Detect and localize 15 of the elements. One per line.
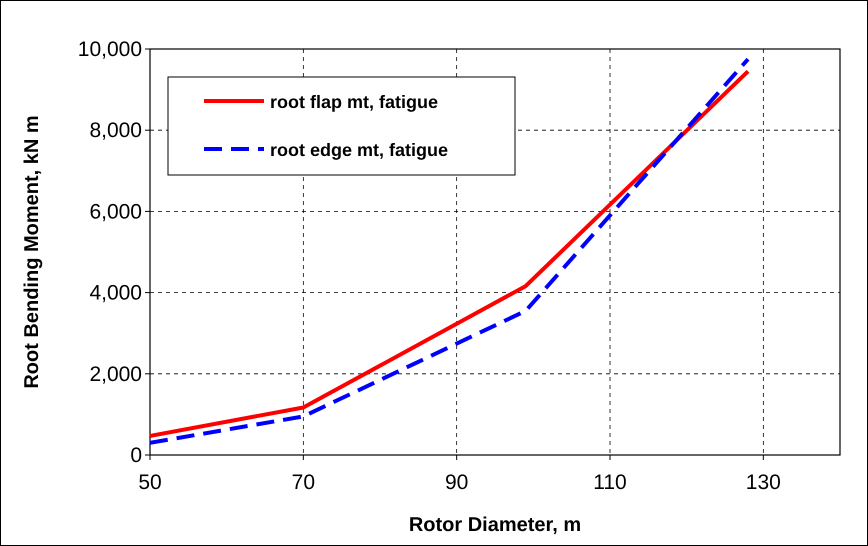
x-tick-label: 90 xyxy=(444,471,468,494)
y-tick-label: 6,000 xyxy=(89,200,142,224)
x-tick-label: 130 xyxy=(746,471,781,494)
x-tick-label: 50 xyxy=(138,471,162,494)
y-tick-label: 2,000 xyxy=(89,362,142,386)
y-tick-label: 10,000 xyxy=(78,38,142,61)
y-axis-title: Root Bending Moment, kN m xyxy=(21,115,43,389)
y-tick-label: 8,000 xyxy=(89,119,142,142)
y-tick-label: 0 xyxy=(130,444,142,467)
x-axis-title: Rotor Diameter, m xyxy=(408,514,582,536)
x-tick-label: 110 xyxy=(593,471,627,494)
y-tick-label: 4,000 xyxy=(89,282,142,305)
legend-label: root edge mt, fatigue xyxy=(270,140,448,160)
legend-label: root flap mt, fatigue xyxy=(270,92,438,112)
x-tick-label: 70 xyxy=(292,471,316,494)
